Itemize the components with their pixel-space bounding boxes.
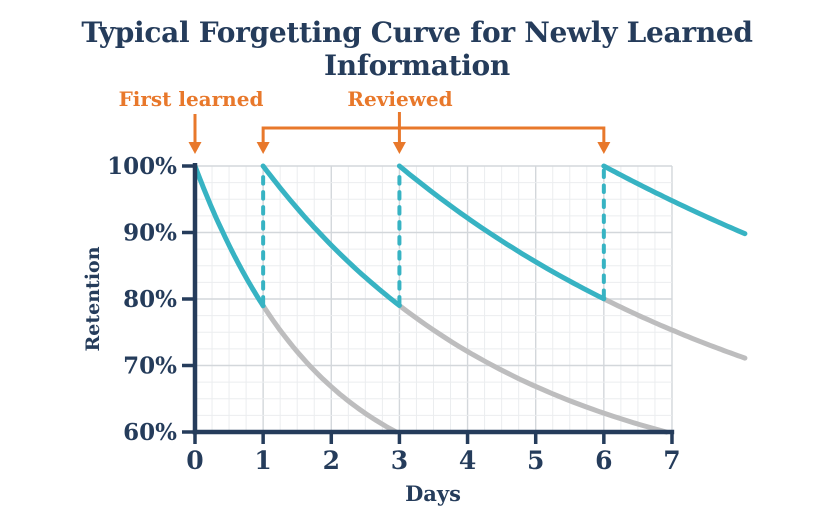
y-tick-label: 80%: [123, 286, 177, 313]
annotations: First learned Reviewed: [119, 87, 611, 154]
x-tick-label: 1: [254, 446, 271, 475]
y-tick-label: 90%: [123, 220, 177, 247]
retention-curve-teal-segment: [601, 163, 748, 237]
x-tick-label: 5: [527, 446, 544, 475]
first-learned-arrowhead: [188, 142, 202, 154]
y-tick-label: 100%: [107, 153, 177, 180]
x-tick-label: 0: [186, 446, 203, 475]
axes: [182, 163, 675, 444]
x-tick-label: 4: [459, 446, 476, 475]
retention-curve-teal-segment: [192, 163, 266, 309]
annotation-arrows: [188, 112, 611, 154]
grid-lines: [194, 165, 673, 433]
reviewed-arrowhead: [256, 142, 270, 154]
x-axis-title: Days: [405, 481, 461, 506]
x-tick-label: 7: [663, 446, 680, 475]
forgetting-curves-without-review: [260, 296, 748, 435]
forgetting-curve-gray-segment: [601, 296, 748, 361]
reviewed-arrowhead: [597, 142, 611, 154]
tick-labels: 0 1 2 3 4 5 6 7 100% 90% 80% 70% 60%: [107, 153, 681, 475]
x-tick-label: 2: [323, 446, 340, 475]
y-tick-label: 70%: [123, 353, 177, 380]
forgetting-curve-gray-segment: [260, 303, 399, 435]
x-tick-label: 6: [595, 446, 612, 475]
y-tick-label: 60%: [123, 419, 177, 446]
y-axis-title: Retention: [82, 246, 104, 351]
retention-curves-with-review: [192, 163, 748, 309]
forgetting-curve-gray-segment: [396, 303, 669, 435]
retention-curve-teal-segment: [260, 163, 402, 308]
chart-title: Typical Forgetting Curve for Newly Learn…: [81, 16, 753, 82]
reviewed-label: Reviewed: [347, 87, 452, 111]
first-learned-label: First learned: [119, 87, 264, 111]
review-reset-dashed-lines: [261, 168, 606, 306]
retention-curve-teal-segment: [396, 163, 607, 302]
x-tick-label: 3: [391, 446, 408, 475]
reviewed-arrowhead: [392, 142, 406, 154]
